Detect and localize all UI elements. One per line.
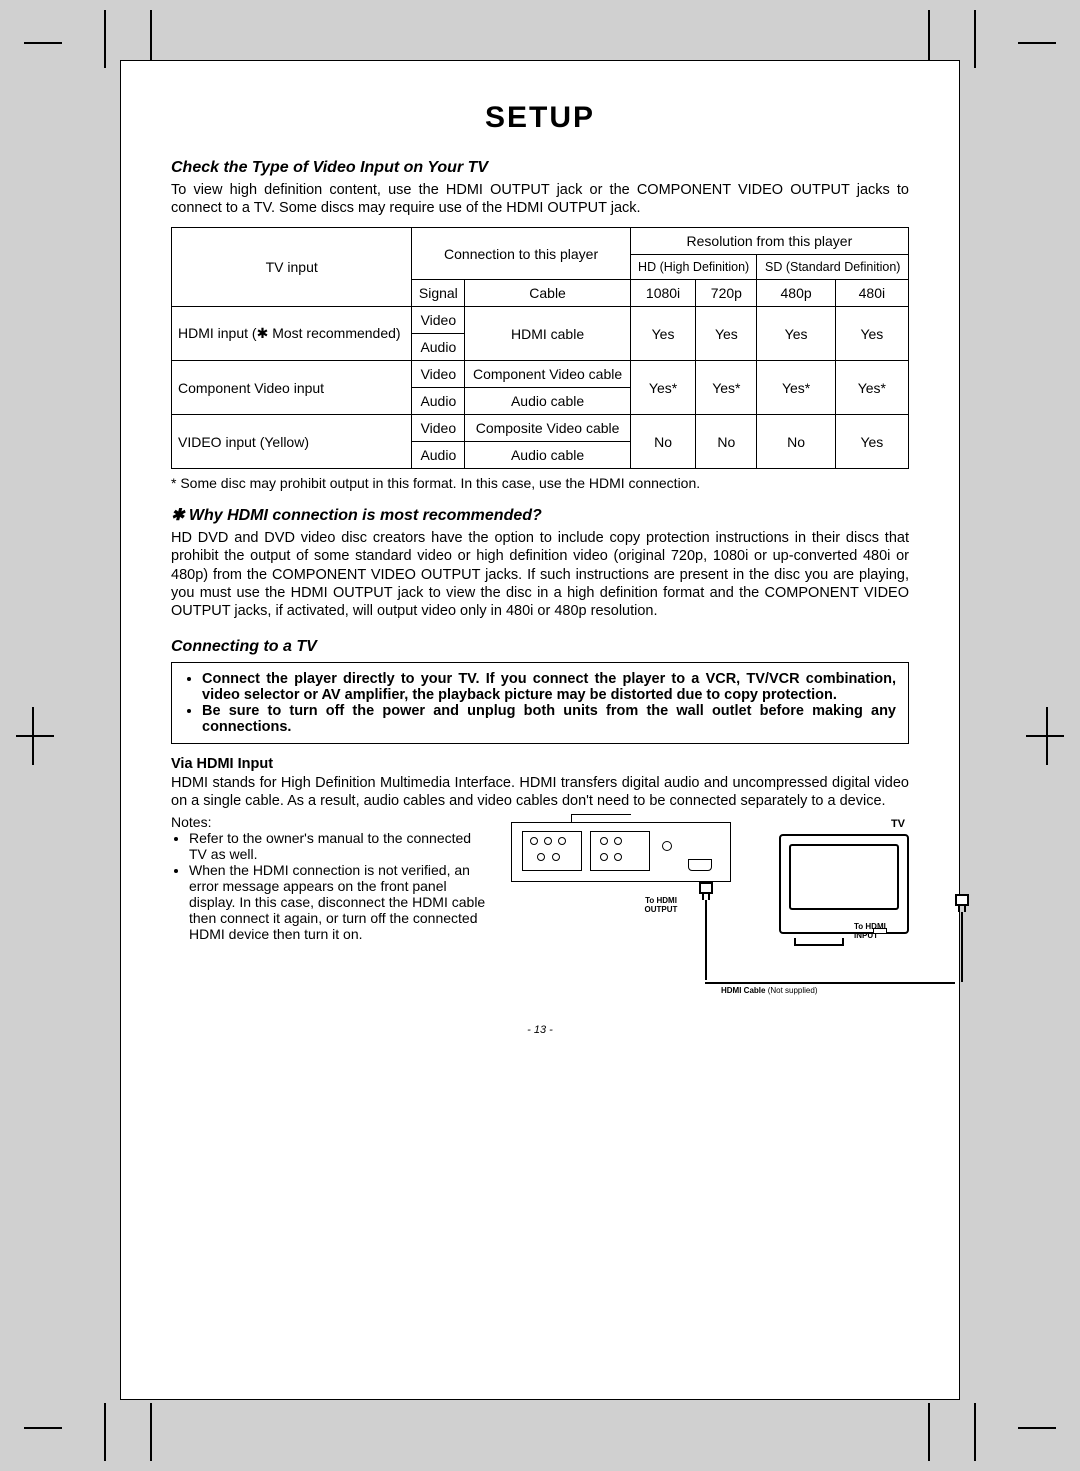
row-comp-1080i: Yes*: [630, 361, 695, 415]
th-connection: Connection to this player: [412, 228, 630, 280]
row-comp-sigv: Video: [412, 361, 465, 388]
table-footnote: * Some disc may prohibit output in this …: [171, 475, 909, 491]
hdmi-cable-horizontal: [705, 982, 955, 984]
section2-heading: ✱ Why HDMI connection is most recommende…: [171, 505, 909, 525]
row-hdmi-sigv: Video: [412, 307, 465, 334]
th-tvinput: TV input: [172, 228, 412, 307]
tv-icon: [779, 834, 909, 934]
row-hdmi-480i: Yes: [835, 307, 908, 361]
via-hdmi-subhead: Via HDMI Input: [171, 756, 909, 772]
th-480i: 480i: [835, 280, 908, 307]
row-hdmi-480p: Yes: [757, 307, 835, 361]
notes-column: Notes: Refer to the owner's manual to th…: [171, 814, 491, 1004]
hdmi-cable-right: [953, 894, 971, 982]
row-comp-cablev: Component Video cable: [465, 361, 630, 388]
row-comp-480i: Yes*: [835, 361, 908, 415]
row-vid-cablea: Audio cable: [465, 442, 630, 469]
th-signal: Signal: [412, 280, 465, 307]
th-1080i: 1080i: [630, 280, 695, 307]
row-comp-cablea: Audio cable: [465, 388, 630, 415]
note-2: When the HDMI connection is not verified…: [189, 862, 491, 942]
row-vid-cablev: Composite Video cable: [465, 415, 630, 442]
row-hdmi-cable: HDMI cable: [465, 307, 630, 361]
th-720p: 720p: [696, 280, 757, 307]
row-hdmi-input: HDMI input (✱ Most recommended): [172, 307, 412, 361]
warning-item-2: Be sure to turn off the power and unplug…: [202, 703, 896, 735]
section2-body: HD DVD and DVD video disc creators have …: [171, 529, 909, 620]
notes-label: Notes:: [171, 814, 491, 830]
th-480p: 480p: [757, 280, 835, 307]
page: SETUP Check the Type of Video Input on Y…: [120, 60, 960, 1400]
section1-body: To view high definition content, use the…: [171, 181, 909, 217]
th-cable: Cable: [465, 280, 630, 307]
hdmi-cable-left: [697, 882, 715, 982]
row-comp-input: Component Video input: [172, 361, 412, 415]
section1-heading: Check the Type of Video Input on Your TV: [171, 159, 909, 177]
warning-item-1: Connect the player directly to your TV. …: [202, 671, 896, 703]
row-vid-sigv: Video: [412, 415, 465, 442]
row-comp-siga: Audio: [412, 388, 465, 415]
th-resolution: Resolution from this player: [630, 228, 908, 255]
row-hdmi-1080i: Yes: [630, 307, 695, 361]
th-sd: SD (Standard Definition): [757, 255, 909, 280]
video-input-table: TV input Connection to this player Resol…: [171, 227, 909, 469]
label-tv: TV: [891, 818, 905, 830]
page-number: - 13 -: [171, 1024, 909, 1036]
warning-box: Connect the player directly to your TV. …: [171, 662, 909, 744]
note-1: Refer to the owner's manual to the conne…: [189, 830, 491, 862]
row-vid-input: VIDEO input (Yellow): [172, 415, 412, 469]
row-comp-720p: Yes*: [696, 361, 757, 415]
row-vid-480i: Yes: [835, 415, 908, 469]
via-hdmi-body: HDMI stands for High Definition Multimed…: [171, 774, 909, 810]
hdmi-output-jack: [688, 859, 712, 871]
connection-diagram: To HDMI OUTPUT HDMI Cable (Not supplied)…: [511, 814, 909, 1004]
row-vid-1080i: No: [630, 415, 695, 469]
label-to-hdmi-output: To HDMI OUTPUT: [631, 896, 691, 914]
row-comp-480p: Yes*: [757, 361, 835, 415]
row-vid-480p: No: [757, 415, 835, 469]
player-back-panel: [511, 822, 731, 882]
th-hd: HD (High Definition): [630, 255, 757, 280]
section3-heading: Connecting to a TV: [171, 638, 909, 656]
row-vid-720p: No: [696, 415, 757, 469]
row-hdmi-siga: Audio: [412, 334, 465, 361]
label-hdmi-cable: HDMI Cable (Not supplied): [721, 986, 818, 995]
row-vid-siga: Audio: [412, 442, 465, 469]
page-title: SETUP: [171, 101, 909, 135]
row-hdmi-720p: Yes: [696, 307, 757, 361]
